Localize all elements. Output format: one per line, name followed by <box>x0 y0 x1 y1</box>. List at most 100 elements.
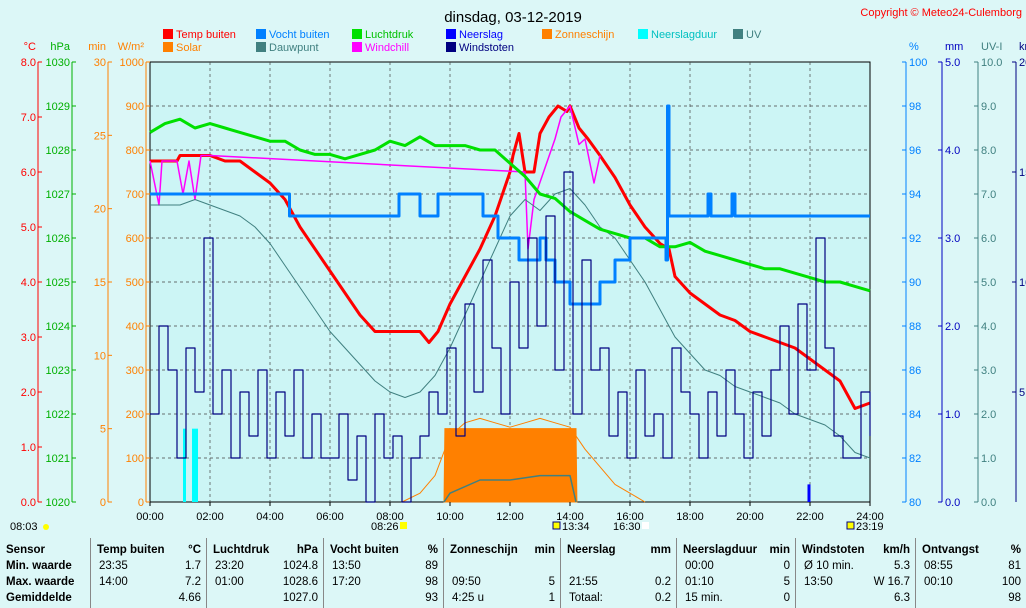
stat-time: 01:10 <box>685 576 714 588</box>
sunrise-time: 08:26 <box>371 521 399 533</box>
stat-header: Windstoten km/h <box>796 542 916 558</box>
stat-value: 100 <box>1001 576 1021 588</box>
axis-tick-label: 1023 <box>46 365 70 377</box>
stat-header: Luchtdruk hPa <box>207 542 324 558</box>
stat-row: 14:00 7.2 <box>91 574 207 590</box>
stat-row: 6.3 <box>796 590 916 606</box>
axis-tick-label: 7.0 <box>981 189 996 201</box>
stat-row: 93 <box>324 590 444 606</box>
stat-value: 1 <box>548 592 555 604</box>
stat-time: 17:20 <box>332 576 361 588</box>
stat-row: 4.66 <box>91 590 207 606</box>
stat-row: Gemiddelde <box>0 590 90 606</box>
stat-row: 23:35 1.7 <box>91 558 207 574</box>
axis-tick-label: 4.0 <box>945 145 960 157</box>
axis-tick-label: 0 <box>138 497 144 509</box>
stat-header-label: Zonneschijn <box>450 544 518 556</box>
axis-unit-label: W/m² <box>118 41 145 53</box>
stat-time: 01:00 <box>215 576 244 588</box>
axis-tick-label: 8.0 <box>981 145 996 157</box>
stat-header-unit: % <box>427 544 438 556</box>
stat-header: Neerslagduur min <box>677 542 796 558</box>
axis-tick-label: 0.0 <box>981 497 996 509</box>
axis-tick-label: 1029 <box>46 101 70 113</box>
axis-tick-label: 10 <box>94 350 106 362</box>
bar-neerslagduur <box>195 428 198 502</box>
legend-swatch <box>256 29 266 39</box>
sunset-time: 16:30 <box>613 521 641 533</box>
series-lines <box>149 104 871 503</box>
stat-row: Ø 10 min. 5.3 <box>796 558 916 574</box>
legend-label: Neerslagduur <box>651 29 717 41</box>
stat-header-label: Neerslagduur <box>683 544 758 556</box>
stat-column: Neerslagduur min 00:00 0 01:10 5 15 min. 0 <box>676 538 796 608</box>
stat-row <box>561 558 677 574</box>
stat-value: 98 <box>1008 592 1021 604</box>
stat-row: 00:10 100 <box>916 574 1026 590</box>
axis-tick-label: 2.0 <box>21 387 36 399</box>
copyright: Copyright © Meteo24-Culemborg <box>860 7 1022 19</box>
bar-neerslagduur <box>192 428 195 502</box>
stat-time: Totaal: <box>569 592 603 604</box>
stat-header-label: Vocht buiten <box>330 544 399 556</box>
axis-unit-label: UV-I <box>981 41 1002 53</box>
bar-neerslag <box>807 484 811 502</box>
x-tick-label: 20:00 <box>736 511 764 523</box>
stat-value: 1027.0 <box>282 592 318 604</box>
stat-column: Windstoten km/h Ø 10 min. 5.3 13:50 W 16.7 6.3 <box>795 538 916 608</box>
axis-tick-label: 3.0 <box>945 233 960 245</box>
axis-tick-label: 2.0 <box>981 409 996 421</box>
stat-value: 1028.6 <box>282 576 318 588</box>
axis-tick-label: 0 <box>100 497 106 509</box>
axis-tick-label: 5.0 <box>945 57 960 69</box>
axis-tick-label: 1.0 <box>21 442 36 454</box>
axis-tick-label: 3.0 <box>981 365 996 377</box>
stat-header: Neerslag mm <box>561 542 677 558</box>
axis-tick-label: 5.0 <box>21 222 36 234</box>
axis-tick-label: 300 <box>126 365 144 377</box>
stat-column: Neerslag mm 21:55 0.2 Totaal: 0.2 <box>560 538 677 608</box>
axis-tick-label: 90 <box>909 277 921 289</box>
stat-row: 21:55 0.2 <box>561 574 677 590</box>
axis-tick-label: 1025 <box>46 277 70 289</box>
stat-header-label: Windstoten <box>802 544 865 556</box>
axis-tick-label: 20 <box>94 204 106 216</box>
x-tick-label: 04:00 <box>256 511 284 523</box>
stat-row: 08:55 81 <box>916 558 1026 574</box>
axis-tick-label: 6.0 <box>981 233 996 245</box>
series-uv <box>443 474 577 503</box>
transit-time: 13:34 <box>562 521 590 533</box>
stat-header: Ontvangst% <box>916 542 1026 558</box>
legend-label: Windstoten <box>459 42 514 54</box>
filled-series <box>183 428 811 503</box>
axis-tick-label: 1026 <box>46 233 70 245</box>
stat-row: Max. waarde <box>0 574 90 590</box>
stat-time: 23:20 <box>215 560 244 572</box>
x-tick-label: 10:00 <box>436 511 464 523</box>
x-tick-label: 06:00 <box>316 511 344 523</box>
axis-tick-label: 5.0 <box>1019 387 1026 399</box>
axis-tick-label: 100 <box>909 57 927 69</box>
legend-swatch <box>446 42 456 52</box>
x-tick-label: 18:00 <box>676 511 704 523</box>
stat-value: 98 <box>425 576 438 588</box>
stat-column: Vocht buiten% 13:50 89 17:20 98 93 <box>323 538 444 608</box>
stat-time: 13:50 <box>804 576 833 588</box>
axis-tick-label: 94 <box>909 189 921 201</box>
x-tick-label: 00:00 <box>136 511 164 523</box>
legend-label: Neerslag <box>459 29 503 41</box>
stat-row: Totaal: 0.2 <box>561 590 677 606</box>
legend-swatch <box>446 29 456 39</box>
series-windstoten <box>150 171 871 503</box>
legend-swatch <box>163 29 173 39</box>
legend-label: UV <box>746 29 762 41</box>
stat-column: Temp buiten °C 23:35 1.7 14:00 7.2 4.66 <box>90 538 207 608</box>
axis-tick-label: 1.0 <box>945 409 960 421</box>
legend-label: Luchtdruk <box>365 29 414 41</box>
axis-tick-label: 700 <box>126 189 144 201</box>
axis-tick-label: 5.0 <box>981 277 996 289</box>
stat-row: 98 <box>916 590 1026 606</box>
axis-tick-label: 15.0 <box>1019 167 1026 179</box>
axis-tick-label: 88 <box>909 321 921 333</box>
moonrise-time: 23:19 <box>856 521 884 533</box>
